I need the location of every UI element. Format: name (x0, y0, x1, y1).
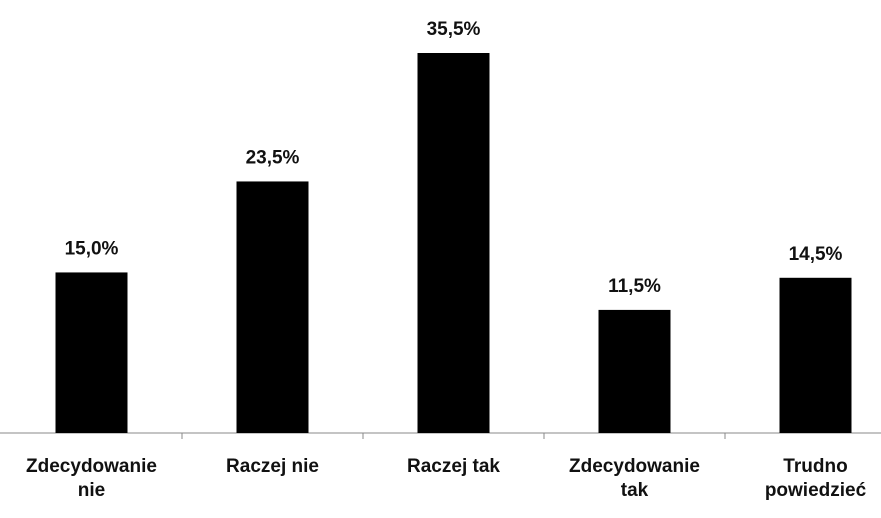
x-tick-label: Zdecydowanie tak (569, 456, 700, 501)
bar (55, 272, 128, 433)
bar (417, 53, 490, 433)
data-label: 11,5% (608, 276, 661, 297)
bar (779, 277, 852, 433)
bar (598, 309, 671, 433)
data-label: 35,5% (427, 19, 481, 40)
data-label: 23,5% (246, 147, 300, 168)
x-tick-label: Raczej nie (226, 456, 319, 477)
bar (236, 181, 309, 433)
data-label: 15,0% (65, 238, 119, 259)
x-tick-label: Raczej tak (407, 456, 500, 477)
data-label: 14,5% (789, 244, 843, 265)
x-tick-label: Zdecydowanie nie (26, 456, 157, 501)
x-tick-label: Trudno powiedzieć (764, 456, 867, 501)
